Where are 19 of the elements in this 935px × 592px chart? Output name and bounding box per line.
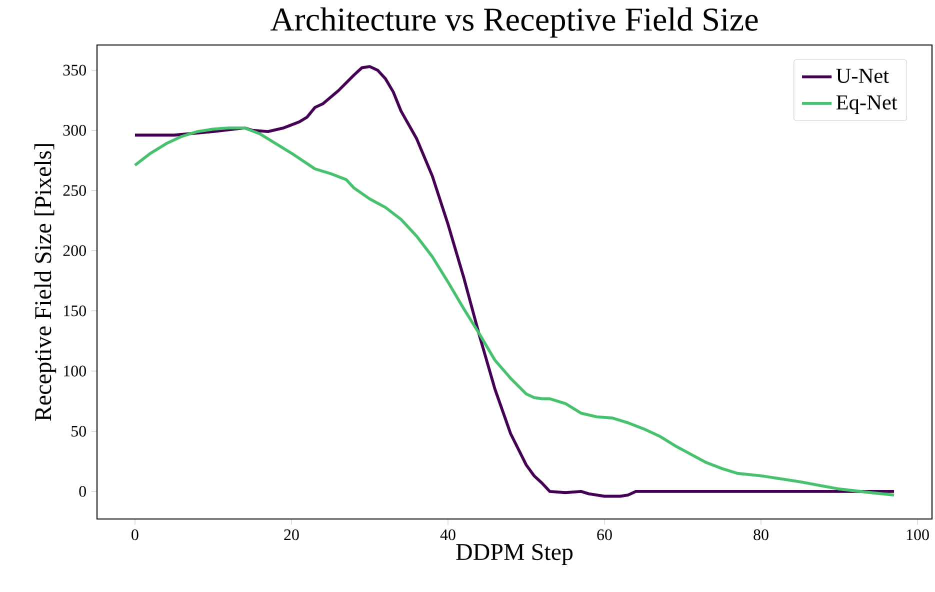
chart-title: Architecture vs Receptive Field Size: [270, 7, 758, 38]
legend-label: Eq-Net: [836, 95, 898, 114]
y-tick-label: 300: [63, 124, 86, 136]
x-tick-label: 40: [440, 529, 456, 540]
x-tick-label: 60: [597, 529, 612, 540]
x-axis-title: DDPM Step: [456, 544, 573, 565]
legend-label: U-Net: [836, 68, 889, 83]
x-tick-label: 20: [284, 529, 299, 540]
y-tick-label: 200: [63, 245, 86, 256]
y-tick-label: 250: [63, 185, 86, 196]
y-tick-label: 350: [63, 64, 86, 76]
y-tick-label: 0: [79, 486, 86, 497]
y-tick-label: 150: [64, 305, 86, 316]
y-tick-label: 50: [72, 426, 86, 437]
x-tick-label: 80: [754, 529, 768, 540]
x-tick-label: 100: [906, 529, 929, 540]
x-tick-label: 0: [132, 529, 138, 540]
y-tick-label: 100: [64, 366, 86, 376]
y-axis-title: Receptive Field Size [Pixels]: [34, 144, 56, 421]
